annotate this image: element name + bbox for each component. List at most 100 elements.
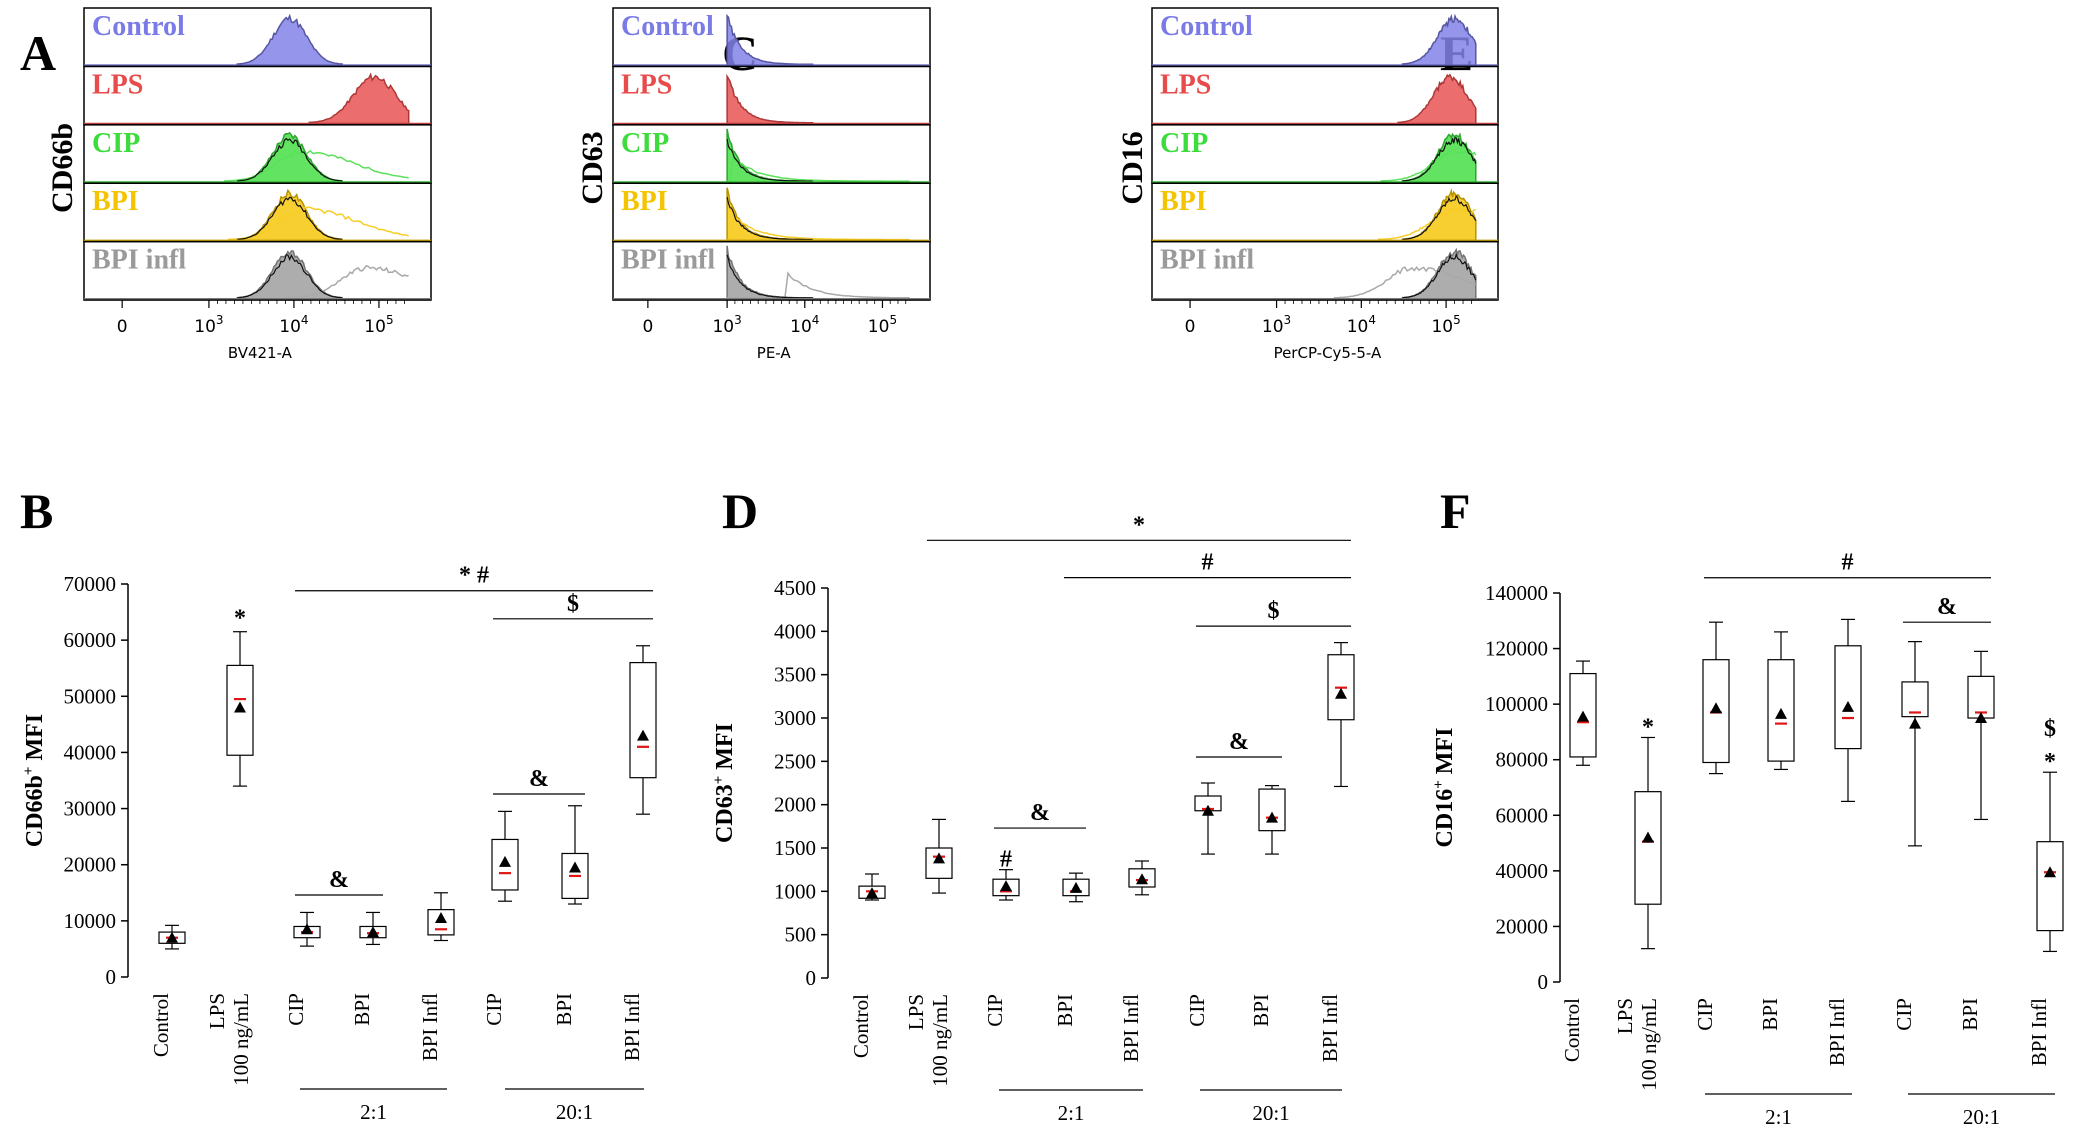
histogram-row-label: BPI infl (1160, 245, 1254, 276)
group-label: 20:1 (556, 1100, 593, 1124)
y-axis-tick-label: 3500 (774, 663, 816, 687)
histogram-open-curve (1333, 265, 1476, 299)
histogram-filled-curve (726, 187, 814, 242)
category-label: BPI (1758, 998, 1782, 1031)
y-axis-tick-label: 120000 (1485, 637, 1548, 661)
category-label: BPI Infl (1318, 994, 1342, 1062)
histogram-x-tick-label: 0 (117, 317, 128, 337)
histogram-row-label: CIP (621, 128, 669, 159)
y-axis-tick-label: 20000 (1496, 914, 1549, 938)
group-label: 20:1 (1963, 1105, 2000, 1126)
y-axis-tick-label: 40000 (1496, 859, 1549, 883)
box-mean-marker (435, 912, 447, 924)
boxplot-panel-b: 0 10000 20000 30000 40000 50000 60000 70000 CD66… (21, 563, 657, 1124)
box-mean-marker (1266, 811, 1278, 823)
histogram-x-tick-label: 0 (642, 317, 653, 337)
box-mean-marker (234, 701, 246, 713)
histogram-reference-curve (1402, 252, 1477, 299)
category-label: 100 ng/mL (229, 993, 253, 1086)
category-label: BPI Infl (2027, 998, 2051, 1066)
box-mean-marker (933, 852, 945, 864)
box-iqr (427, 909, 455, 936)
y-axis-tick-label: 30000 (64, 797, 117, 821)
boxplot-panel-f: 0 20000 40000 60000 80000 100000 120000 140000 C… (1431, 550, 2064, 1126)
histogram-x-tick-label: 105 (868, 313, 897, 337)
box-iqr (1834, 645, 1862, 750)
category-label: BPI Infl (620, 993, 644, 1061)
y-axis-tick-label: 140000 (1485, 581, 1548, 605)
histogram-row-label: BPI infl (621, 245, 715, 276)
box-mean-marker (1842, 700, 1854, 712)
y-axis-tick-label: 4000 (774, 619, 816, 643)
histogram-x-tick-label: 104 (790, 313, 819, 337)
box-iqr (2036, 841, 2064, 932)
histogram-row-label: LPS (621, 69, 672, 100)
box-iqr (1967, 675, 1995, 719)
histogram-reference-curve (726, 196, 813, 241)
box-mean-marker (301, 923, 313, 935)
histogram-x-tick-label: 0 (1185, 317, 1196, 337)
histogram-x-tick-label: 104 (279, 313, 308, 337)
group-label: 20:1 (1252, 1101, 1289, 1125)
significance-bracket-label: & (1030, 800, 1050, 826)
box-mean-marker (1909, 717, 1921, 729)
box-mean-marker (1577, 710, 1589, 722)
histogram-row-label: LPS (92, 69, 143, 100)
box-mean-marker (1710, 702, 1722, 714)
boxplot-panel-d: 0 500 1000 1500 2000 2500 3000 3500 4000 4500 CD63… (711, 512, 1355, 1125)
significance-bracket-label: & (529, 766, 549, 792)
y-axis-tick-label: 60000 (64, 628, 117, 652)
histogram-open-curve (1380, 149, 1477, 182)
category-label: CIP (1693, 998, 1717, 1031)
y-axis-tick-label: 100000 (1485, 692, 1548, 716)
histogram-filled-curve (236, 13, 343, 67)
y-axis-tick-label: 4500 (774, 576, 816, 600)
significance-bracket-label: & (1937, 594, 1957, 620)
category-label: BPI (1958, 998, 1982, 1031)
histogram-reference-curve (1402, 195, 1477, 240)
category-label: CIP (482, 993, 506, 1026)
y-axis-tick-label: 20000 (64, 853, 117, 877)
significance-marker: $ (2044, 716, 2056, 742)
y-axis-tick-label: 0 (106, 965, 117, 989)
y-axis-tick-label: 0 (806, 966, 817, 990)
histogram-row-label: Control (92, 11, 185, 42)
category-label: BPI Infl (418, 993, 442, 1061)
histogram-row-label: Control (1160, 11, 1253, 42)
histogram-reference-curve (237, 254, 343, 299)
y-axis-label: CD16+ MFI (1431, 728, 1458, 848)
histogram-panel-c: Control LPS CIP BPI BPI infl 0 103 104 105 PE-A CD… (576, 7, 931, 362)
histogram-reference-curve (237, 196, 343, 240)
histogram-row-label: CIP (1160, 128, 1208, 159)
box-mean-marker (1136, 873, 1148, 885)
y-axis-tick-label: 2500 (774, 749, 816, 773)
box-iqr (1634, 791, 1662, 905)
panel-letter-a: A (20, 25, 56, 81)
panel-letter-b: B (20, 483, 53, 539)
histogram-x-tick-label: 105 (1431, 313, 1460, 337)
category-label: CIP (983, 994, 1007, 1027)
histogram-row-label: LPS (1160, 69, 1211, 100)
box-mean-marker (2044, 866, 2056, 878)
histogram-row-label: BPI (1160, 186, 1207, 217)
y-axis-tick-label: 1000 (774, 879, 816, 903)
y-axis-tick-label: 40000 (64, 740, 117, 764)
histogram-open-curve (1377, 205, 1476, 241)
y-axis-label: CD66b+ MFI (21, 714, 48, 847)
histogram-x-tick-label: 103 (712, 313, 741, 337)
histogram-y-axis-label: CD63 (576, 131, 609, 204)
histogram-filled-curve (726, 13, 814, 67)
category-label: BPI (552, 993, 576, 1026)
box-iqr (629, 661, 657, 779)
histogram-x-tick-label: 103 (194, 313, 223, 337)
histogram-open-curve (727, 156, 910, 182)
category-label: Control (849, 994, 873, 1058)
box-mean-marker (1335, 687, 1347, 699)
histogram-panel-a: Control LPS CIP BPI BPI infl 0 103 104 105 BV421-… (46, 7, 432, 362)
category-label: CIP (1892, 998, 1916, 1031)
histogram-filled-curve (236, 131, 343, 183)
significance-bracket-label: * (1133, 512, 1145, 538)
y-axis-tick-label: 2000 (774, 793, 816, 817)
significance-marker: * (234, 606, 246, 632)
group-label: 2:1 (1765, 1105, 1792, 1126)
